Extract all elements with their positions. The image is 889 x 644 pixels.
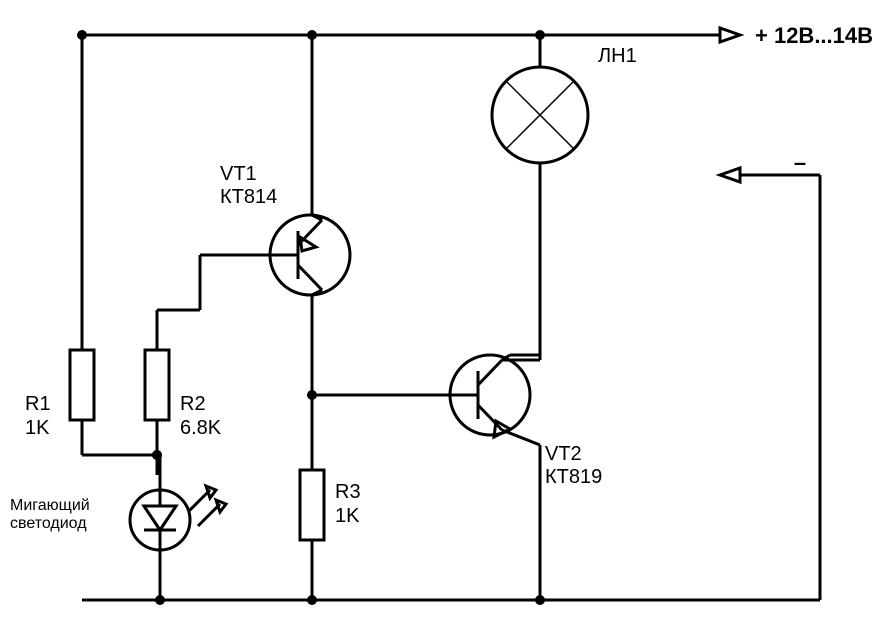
svg-text:R2: R2 — [180, 393, 206, 415]
svg-text:1K: 1K — [335, 505, 360, 527]
svg-text:1K: 1K — [25, 417, 50, 439]
svg-text:R1: R1 — [25, 393, 51, 415]
svg-text:ЛН1: ЛН1 — [598, 45, 637, 67]
svg-text:светодиод: светодиод — [10, 515, 87, 532]
svg-text:VT2: VT2 — [545, 443, 582, 465]
svg-text:VT1: VT1 — [220, 163, 257, 185]
svg-text:–: – — [794, 150, 806, 175]
svg-text:КТ819: КТ819 — [545, 466, 602, 488]
svg-text:6.8K: 6.8K — [180, 417, 222, 439]
svg-text:R3: R3 — [335, 481, 361, 503]
svg-text:+ 12В...14В: + 12В...14В — [755, 23, 873, 48]
svg-text:КТ814: КТ814 — [220, 186, 277, 208]
svg-text:Мигающий: Мигающий — [10, 497, 90, 514]
